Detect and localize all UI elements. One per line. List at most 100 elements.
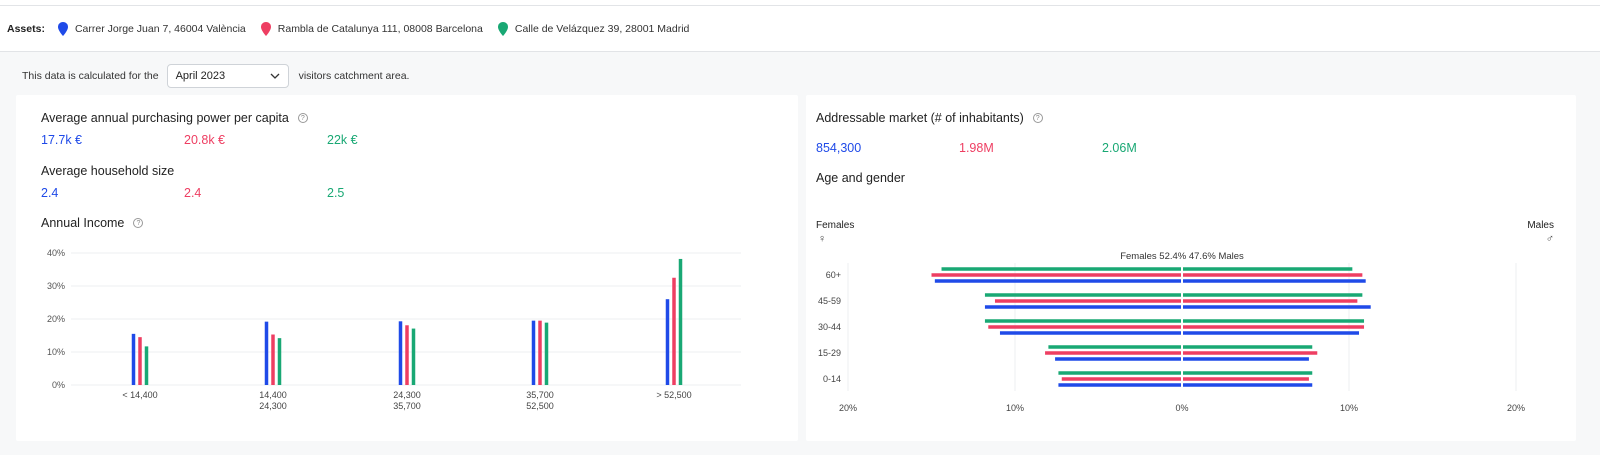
- help-icon[interactable]: ?: [133, 218, 144, 228]
- income-bar: [138, 337, 142, 385]
- income-bar: [411, 328, 416, 385]
- y-tick-label: 0%: [52, 380, 65, 390]
- male-symbol-icon: ♂: [1545, 233, 1554, 245]
- male-bar: [1183, 377, 1309, 381]
- market-value-2: 1.98M: [959, 141, 994, 155]
- income-bar: [665, 299, 670, 385]
- period-select[interactable]: April 2023: [166, 64, 289, 88]
- x-tick-label: < 14,400: [122, 390, 157, 400]
- female-bar: [994, 299, 1181, 303]
- x-tick-label: 35,700: [393, 401, 421, 411]
- age-gender-title: Age and gender: [816, 171, 905, 185]
- purchasing-value-3: 22k €: [327, 133, 358, 147]
- age-group-label: 30-44: [818, 322, 841, 332]
- y-tick-label: 20%: [47, 314, 65, 324]
- household-value-1: 2.4: [41, 186, 59, 200]
- asset-item[interactable]: Calle de Velázquez 39, 28001 Madrid: [497, 21, 690, 36]
- age-group-label: 15-29: [818, 348, 841, 358]
- female-bar: [1061, 377, 1181, 381]
- gender-share-label: Females 52.4% 47.6% Males: [1120, 251, 1244, 262]
- female-bar: [1058, 371, 1181, 375]
- filter-prefix: This data is calculated for the: [22, 70, 159, 82]
- female-bar: [941, 267, 1181, 271]
- x-tick-label: > 52,500: [656, 390, 691, 400]
- female-symbol-icon: ♀: [818, 233, 827, 245]
- purchasing-power-label: Average annual purchasing power per capi…: [41, 111, 289, 125]
- income-bar: [405, 325, 409, 385]
- male-bar: [1183, 325, 1365, 329]
- x-tick-label: 0%: [1175, 403, 1188, 413]
- annual-income-title: Annual Income?: [41, 216, 144, 230]
- income-bar: [277, 338, 282, 385]
- female-bar: [1058, 383, 1181, 387]
- female-bar: [1055, 357, 1181, 361]
- x-tick-label: 24,300: [393, 390, 421, 400]
- help-icon[interactable]: ?: [1032, 113, 1043, 123]
- male-bar: [1183, 305, 1371, 309]
- assets-label: Assets:: [7, 22, 45, 35]
- female-bar: [931, 273, 1181, 277]
- female-bar: [984, 293, 1181, 297]
- age-group-label: 60+: [826, 270, 841, 280]
- demographics-card-right: Addressable market (# of inhabitants)? 8…: [806, 95, 1576, 441]
- addressable-market-label: Addressable market (# of inhabitants): [816, 111, 1024, 125]
- male-bar: [1183, 371, 1313, 375]
- income-bar: [544, 322, 549, 385]
- income-bar: [131, 333, 136, 385]
- age-group-label: 45-59: [818, 296, 841, 306]
- male-bar: [1183, 383, 1313, 387]
- age-group-label: 0-14: [823, 374, 841, 384]
- x-tick-label: 10%: [1340, 403, 1358, 413]
- help-icon[interactable]: ?: [297, 113, 308, 123]
- top-strip: [0, 0, 1600, 6]
- y-tick-label: 30%: [47, 281, 65, 291]
- female-bar: [1045, 351, 1181, 355]
- x-tick-label: 14,400: [259, 390, 287, 400]
- male-bar: [1183, 273, 1363, 277]
- asset-item[interactable]: Carrer Jorge Juan 7, 46004 València: [57, 21, 246, 36]
- demographics-card-left: Average annual purchasing power per capi…: [16, 95, 798, 441]
- map-pin-icon: [57, 21, 68, 36]
- asset-name: Carrer Jorge Juan 7, 46004 València: [74, 22, 246, 35]
- period-value: April 2023: [175, 70, 226, 82]
- female-bar: [1048, 345, 1181, 349]
- male-bar: [1183, 293, 1363, 297]
- income-bar: [144, 346, 149, 385]
- y-tick-label: 10%: [47, 347, 65, 357]
- female-bar: [988, 325, 1181, 329]
- male-bar: [1183, 319, 1365, 323]
- x-tick-label: 35,700: [526, 390, 554, 400]
- household-size-title: Average household size: [41, 164, 175, 178]
- x-tick-label: 20%: [1507, 403, 1525, 413]
- male-bar: [1183, 299, 1358, 303]
- x-tick-label: 52,500: [526, 401, 554, 411]
- x-tick-label: 24,300: [259, 401, 287, 411]
- income-bar: [672, 277, 676, 385]
- market-value-1: 854,300: [816, 141, 862, 155]
- male-bar: [1183, 357, 1309, 361]
- household-value-3: 2.5: [327, 186, 345, 200]
- purchasing-power-title: Average annual purchasing power per capi…: [41, 111, 308, 125]
- age-gender-chart: 20% 10% 0% 10% 20% Females 52.4% 47.6% Males 6…: [818, 251, 1525, 413]
- female-bar: [934, 279, 1181, 283]
- income-bar: [264, 321, 269, 385]
- filter-row: This data is calculated for the April 20…: [22, 64, 409, 88]
- map-pin-icon: [497, 21, 508, 36]
- income-bar: [531, 320, 536, 385]
- annual-income-label: Annual Income: [41, 216, 125, 230]
- male-bar: [1183, 345, 1313, 349]
- income-bar: [678, 258, 683, 385]
- female-bar: [984, 319, 1181, 323]
- income-bar: [538, 320, 542, 385]
- x-tick-label: 20%: [839, 403, 857, 413]
- market-value-3: 2.06M: [1102, 141, 1137, 155]
- female-bar: [984, 305, 1181, 309]
- males-label: Males: [1527, 220, 1554, 231]
- asset-item[interactable]: Rambla de Catalunya 111, 08008 Barcelona: [260, 21, 483, 36]
- household-value-2: 2.4: [184, 186, 202, 200]
- asset-name: Calle de Velázquez 39, 28001 Madrid: [514, 22, 690, 35]
- chevron-down-icon: [270, 73, 280, 79]
- filter-suffix: visitors catchment area.: [298, 70, 410, 82]
- purchasing-value-2: 20.8k €: [184, 133, 226, 147]
- y-tick-label: 40%: [47, 248, 65, 258]
